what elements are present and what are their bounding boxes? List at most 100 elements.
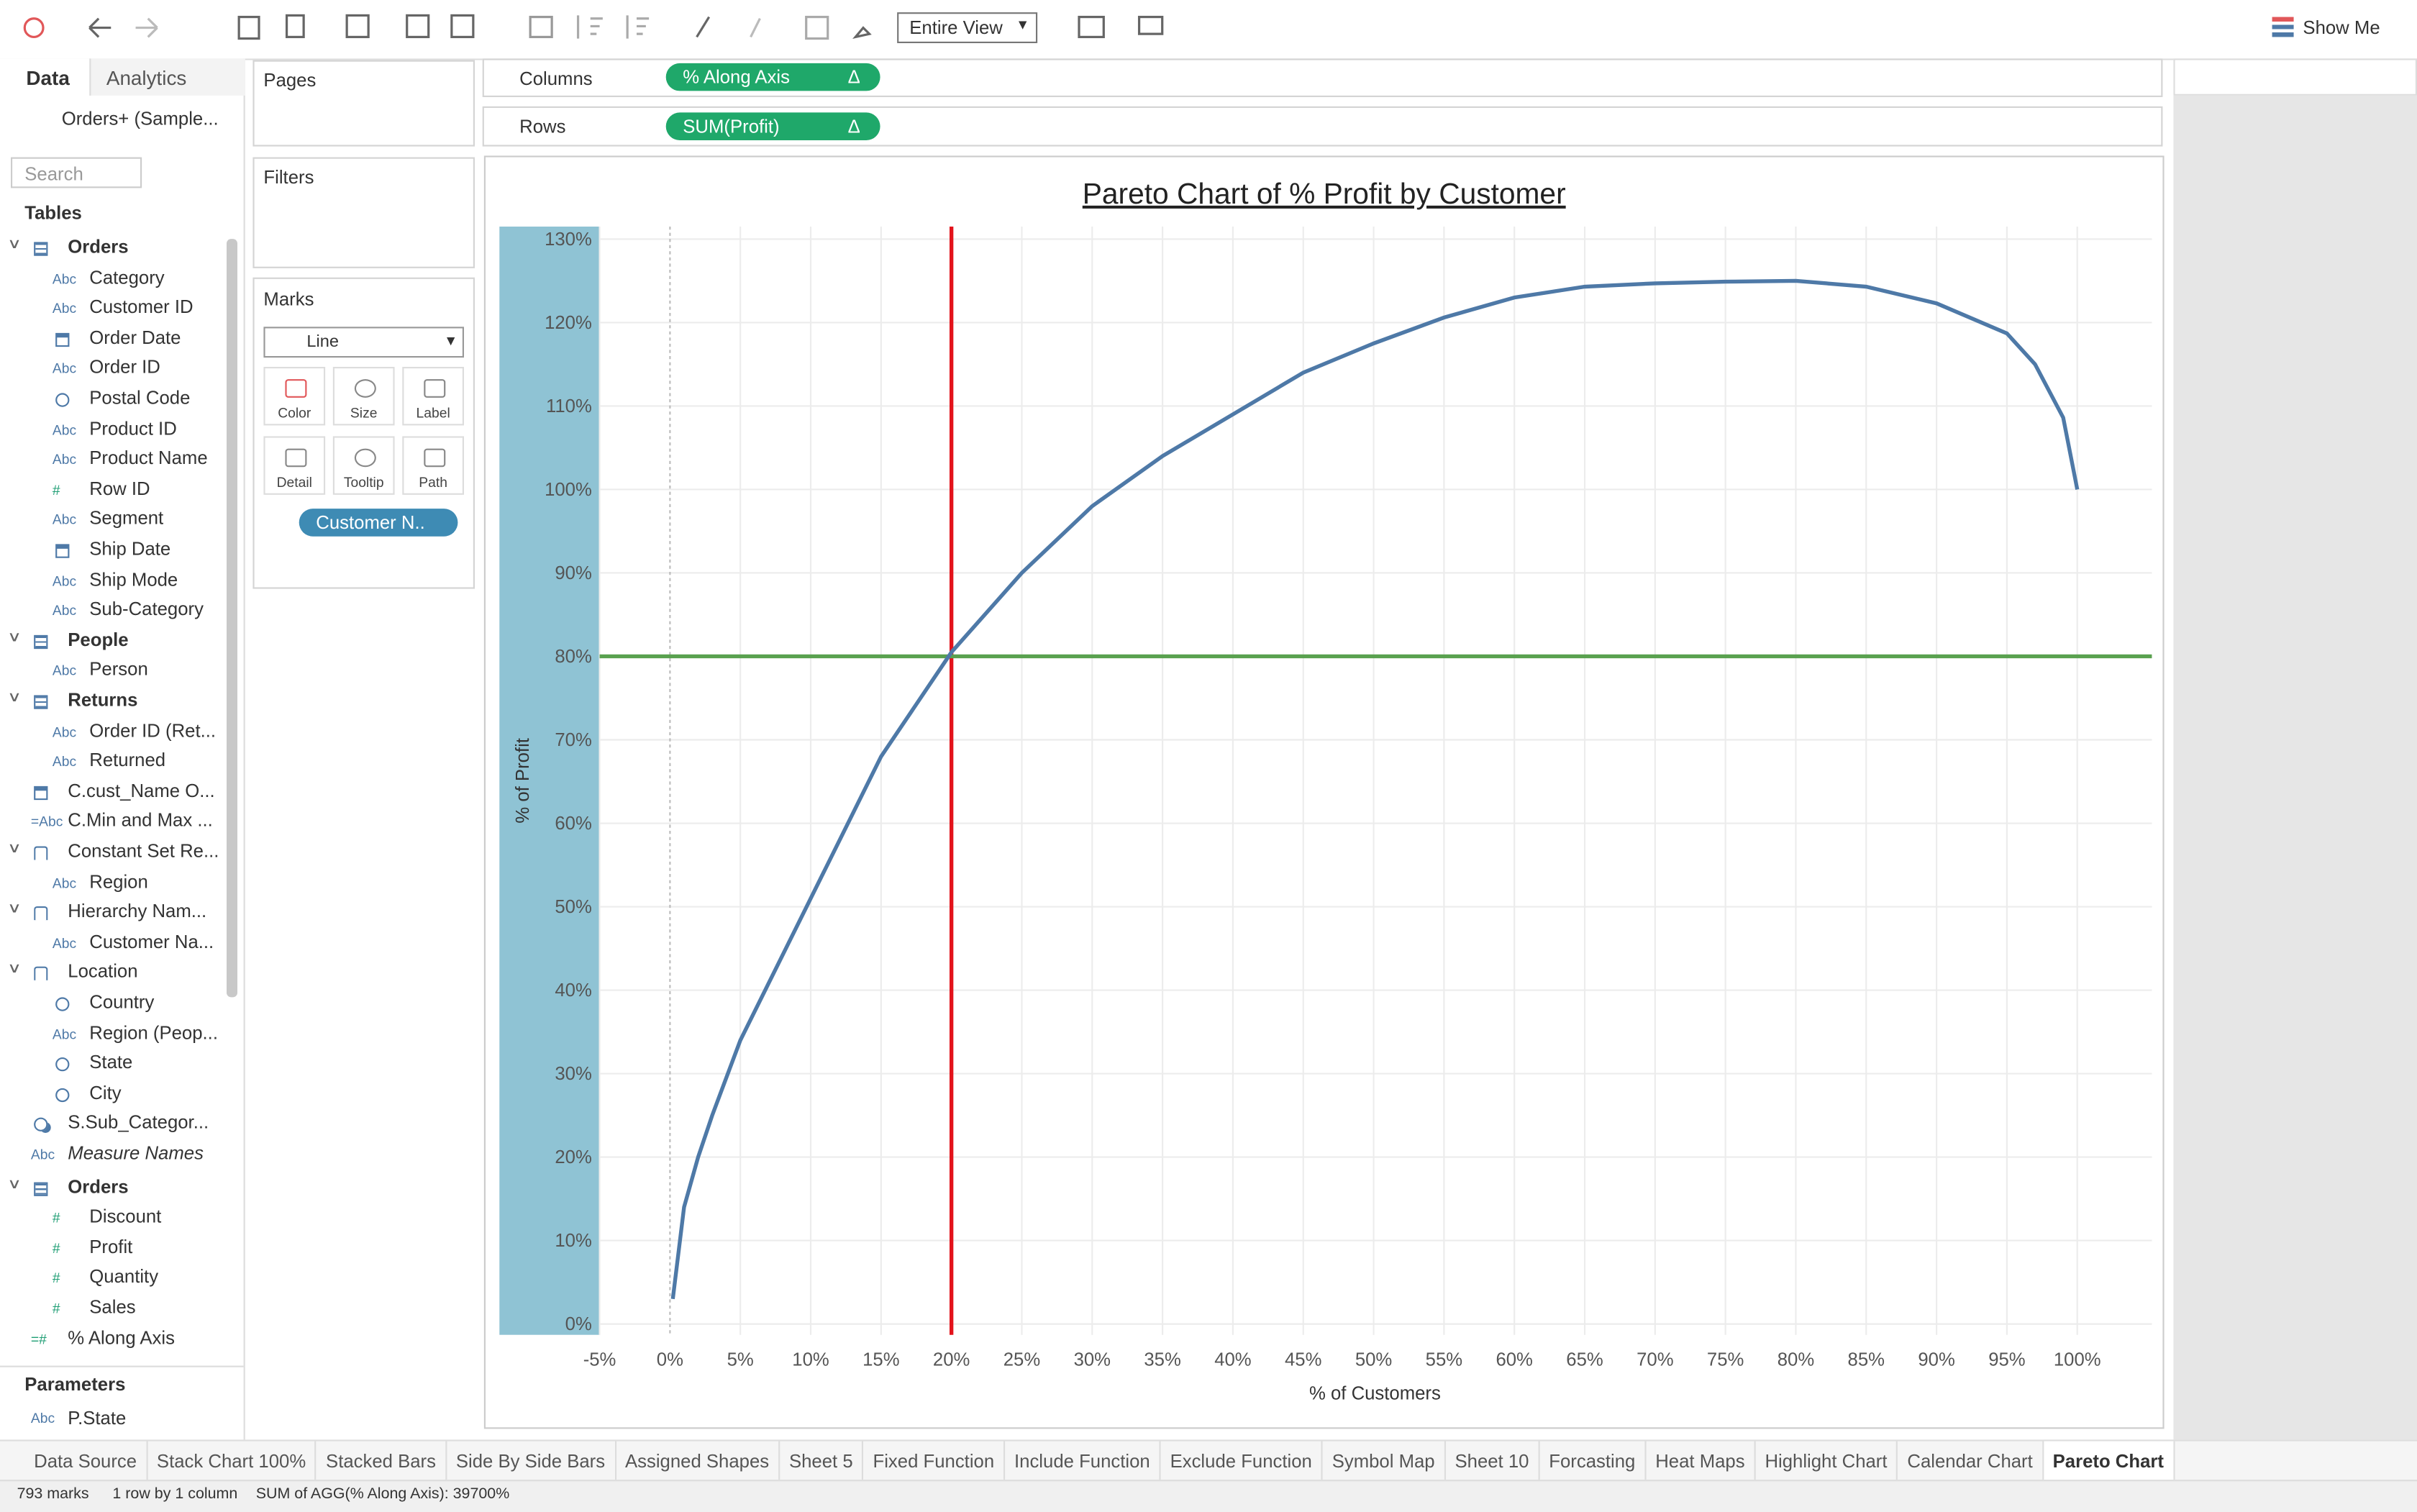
field[interactable]: Discount [89, 1206, 162, 1228]
field[interactable]: Region [89, 870, 148, 892]
field[interactable]: Row ID [89, 477, 150, 499]
rows-label: Rows [519, 115, 566, 137]
y-tick-label: 0% [565, 1314, 592, 1334]
mark-button-icon [285, 448, 307, 468]
sheet-tab[interactable]: Stacked Bars [317, 1441, 447, 1482]
sheet-tab[interactable]: Calendar Chart [1898, 1441, 2044, 1482]
mark-button[interactable]: Label [402, 366, 464, 426]
field[interactable]: Location [68, 960, 138, 983]
sheet-tab[interactable]: Fixed Function [864, 1441, 1006, 1482]
field[interactable]: Product ID [89, 416, 177, 439]
expand-chevron[interactable]: ∨ [7, 235, 22, 252]
field[interactable]: Sub-Category [89, 598, 204, 620]
view-dropdown[interactable]: Entire View ▼ [897, 12, 1038, 43]
table-name[interactable]: People [68, 628, 129, 650]
field[interactable]: Country [89, 990, 155, 1013]
sheet-tab[interactable]: Assigned Shapes [616, 1441, 780, 1482]
field[interactable]: % Along Axis [68, 1326, 175, 1349]
field[interactable]: Person [89, 658, 148, 680]
field[interactable]: Customer Na... [89, 930, 214, 952]
scrollbar[interactable] [227, 239, 237, 998]
field[interactable]: Order ID [89, 356, 160, 378]
y-tick-label: 30% [555, 1064, 591, 1084]
expand-chevron[interactable]: ∨ [7, 688, 22, 705]
expand-chevron[interactable]: ∨ [7, 628, 22, 645]
field[interactable]: Hierarchy Nam... [68, 900, 207, 922]
field-icon: Abc [52, 361, 77, 377]
delta-icon: Δ [847, 115, 860, 137]
field[interactable]: Category [89, 265, 165, 288]
field[interactable]: Measure Names [68, 1142, 204, 1164]
sheet-tab[interactable]: Pareto Chart [2043, 1441, 2175, 1482]
field[interactable]: Profit [89, 1236, 133, 1258]
sheet-tab[interactable]: Sheet 5 [780, 1441, 864, 1482]
expand-chevron[interactable]: ∨ [7, 900, 22, 916]
field[interactable]: Segment [89, 507, 164, 529]
sheet-tab[interactable]: Include Function [1005, 1441, 1161, 1482]
table-name[interactable]: Orders [68, 235, 129, 258]
field[interactable]: Region (Peop... [89, 1021, 218, 1043]
mark-button[interactable]: Size [332, 366, 395, 426]
x-tick-label: 25% [1003, 1350, 1040, 1370]
expand-chevron[interactable]: ∨ [7, 1175, 22, 1191]
field[interactable]: Returned [89, 749, 166, 771]
field[interactable]: C.Min and Max ... [68, 809, 213, 832]
pages-label: Pages [263, 69, 317, 91]
mark-button[interactable]: Path [402, 436, 464, 495]
expand-chevron[interactable]: ∨ [7, 960, 22, 977]
field[interactable]: S.Sub_Categor... [68, 1111, 209, 1134]
sheet-tab[interactable]: Stack Chart 100% [147, 1441, 317, 1482]
field[interactable]: Ship Mode [89, 568, 178, 590]
field-icon: Abc [52, 935, 77, 951]
parameter[interactable]: P.State [68, 1407, 127, 1429]
field[interactable]: Sales [89, 1296, 136, 1319]
data-source-name[interactable]: Orders+ (Sample... [61, 108, 219, 129]
data-tab[interactable]: Data [26, 66, 70, 90]
field-icon: # [52, 1240, 60, 1256]
sheet-tab[interactable]: Sheet 10 [1446, 1441, 1540, 1482]
field-icon [55, 1057, 70, 1072]
show-me-button[interactable]: Show Me [2303, 17, 2380, 39]
table-name[interactable]: Orders [68, 1175, 129, 1198]
mark-button-icon [354, 448, 376, 468]
sheet-tab[interactable]: Forcasting [1539, 1441, 1647, 1482]
field[interactable]: C.cust_Name O... [68, 779, 215, 801]
field[interactable]: Constant Set Re... [68, 839, 219, 862]
x-tick-label: 30% [1074, 1350, 1111, 1370]
table-name[interactable]: Returns [68, 688, 138, 711]
analytics-tab[interactable]: Analytics [106, 66, 187, 90]
field[interactable]: State [89, 1051, 133, 1073]
expand-chevron[interactable]: ∨ [7, 839, 22, 856]
field-icon [34, 1118, 48, 1132]
x-tick-label: 75% [1707, 1350, 1744, 1370]
search-box[interactable]: Search [11, 157, 142, 188]
pages-shelf[interactable] [252, 60, 475, 147]
field[interactable]: Customer ID [89, 296, 194, 318]
x-tick-label: -5% [583, 1350, 616, 1370]
field[interactable]: City [89, 1081, 122, 1103]
sheet-tab[interactable]: Symbol Map [1323, 1441, 1446, 1482]
mark-button-label: Detail [276, 475, 312, 491]
pill-label: Customer N.. [316, 511, 425, 534]
mark-button[interactable]: Tooltip [332, 436, 395, 495]
field[interactable]: Order Date [89, 326, 181, 348]
columns-pill[interactable]: % Along Axis Δ [665, 63, 880, 91]
mark-button[interactable]: Detail [263, 436, 326, 495]
mark-type-dropdown[interactable]: Line ▼ [263, 327, 464, 358]
y-tick-label: 120% [545, 313, 592, 333]
filters-shelf[interactable] [252, 157, 475, 268]
detail-pill[interactable]: Customer N.. [299, 509, 458, 537]
rows-pill[interactable]: SUM(Profit) Δ [665, 112, 880, 140]
mark-button[interactable]: Color [263, 366, 326, 426]
sheet-tab[interactable]: Side By Side Bars [447, 1441, 616, 1482]
field[interactable]: Order ID (Ret... [89, 719, 217, 741]
field[interactable]: Postal Code [89, 386, 191, 409]
field[interactable]: Product Name [89, 447, 208, 469]
sheet-tab[interactable]: Highlight Chart [1756, 1441, 1898, 1482]
side-panel [2173, 95, 2417, 1440]
field[interactable]: Quantity [89, 1266, 159, 1288]
field[interactable]: Ship Date [89, 537, 171, 560]
sheet-tab[interactable]: Data Source [0, 1441, 148, 1482]
sheet-tab[interactable]: Exclude Function [1161, 1441, 1323, 1482]
sheet-tab[interactable]: Heat Maps [1646, 1441, 1756, 1482]
